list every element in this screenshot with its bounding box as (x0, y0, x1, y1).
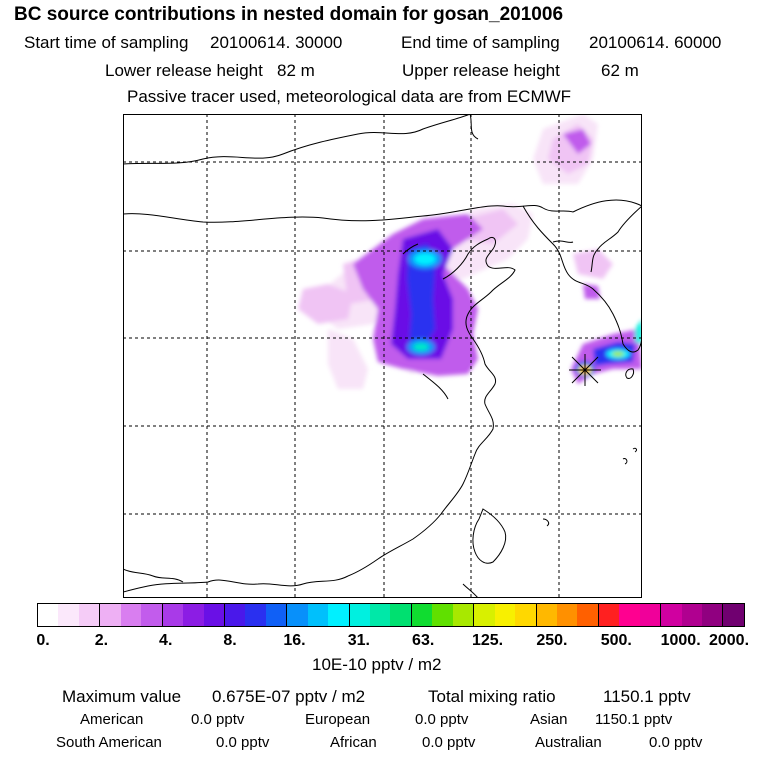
graticule (123, 114, 642, 598)
colorbar-cell (722, 604, 744, 626)
colorbar-tick-label: 250. (536, 632, 568, 649)
south-american-label: South American (56, 734, 162, 751)
colorbar-tick-label: 31. (347, 632, 370, 649)
colorbar-unit: 10E-10 pptv / m2 (312, 655, 442, 674)
colorbar-tick-label: 0. (36, 632, 50, 649)
max-value-label: Maximum value (62, 687, 182, 706)
colorbar-cell (702, 604, 723, 626)
african-value: 0.0 pptv (422, 734, 476, 751)
colorbar-cell (58, 604, 79, 626)
european-value: 0.0 pptv (415, 711, 469, 728)
colorbar-tick-label: 2000. (708, 632, 750, 649)
colorbar-tick-label: 16. (283, 632, 306, 649)
colorbar-cell (619, 604, 640, 626)
colorbar-cell (681, 604, 702, 626)
colorbar-tick-label: 4. (159, 632, 173, 649)
concentration-field (298, 114, 642, 389)
colorbar-cell (307, 604, 329, 626)
colorbar-tick-label: 1000. (660, 632, 701, 649)
page-title: BC source contributions in nested domain… (14, 4, 564, 25)
total-mixing-label: Total mixing ratio (428, 687, 556, 706)
colorbar-cell (203, 604, 224, 626)
colorbar-cell (245, 604, 266, 626)
colorbar-tick-label: 125. (471, 632, 504, 649)
total-mixing-value: 1150.1 pptv (603, 687, 691, 706)
colorbar-tick-label: 2. (94, 632, 109, 649)
colorbar-cell (265, 604, 287, 626)
start-time-label: Start time of sampling (24, 33, 189, 52)
american-value: 0.0 pptv (191, 711, 245, 728)
colorbar-tick-label: 8. (223, 632, 237, 649)
colorbar-tick-label: 500. (600, 632, 632, 649)
european-label: European (305, 711, 371, 728)
source-contribution-map (123, 114, 642, 598)
colorbar (37, 603, 745, 627)
australian-value: 0.0 pptv (649, 734, 703, 751)
colorbar-cell (348, 604, 370, 626)
tracer-note: Passive tracer used, meteorological data… (127, 87, 572, 106)
colorbar-cell (639, 604, 661, 626)
south-american-value: 0.0 pptv (216, 734, 270, 751)
colorbar-cell (38, 604, 59, 626)
colorbar-cell (473, 604, 495, 626)
map-frame (123, 114, 642, 598)
colorbar-cell (410, 604, 433, 626)
release-site-marker (569, 354, 601, 386)
colorbar-tick-label: 63. (412, 632, 435, 649)
colorbar-cell (432, 604, 453, 626)
african-label: African (330, 734, 377, 751)
asian-value: 1150.1 pptv (595, 711, 673, 728)
australian-label: Australian (535, 734, 602, 751)
colorbar-cell (161, 604, 184, 626)
colorbar-cell (577, 604, 598, 626)
end-time-value: 20100614. 60000 (589, 33, 722, 52)
colorbar-cell (370, 604, 391, 626)
colorbar-cell (535, 604, 557, 626)
contour-level-cyan (407, 249, 442, 355)
colorbar-cell (328, 604, 349, 626)
colorbar-cell (515, 604, 536, 626)
colorbar-cell (556, 604, 578, 626)
colorbar-cell (597, 604, 620, 626)
colorbar-cell (141, 604, 162, 626)
contour-level-blue (407, 244, 435, 349)
colorbar-cell (452, 604, 474, 626)
colorbar-cell (390, 604, 411, 626)
colorbar-cell (286, 604, 308, 626)
max-value: 0.675E-07 pptv / m2 (212, 687, 366, 706)
lower-release-label: Lower release height (105, 61, 263, 80)
start-time-value: 20100614. 30000 (210, 33, 343, 52)
end-time-label: End time of sampling (401, 33, 560, 52)
upper-release-label: Upper release height (402, 61, 560, 80)
colorbar-cell (494, 604, 516, 626)
american-label: American (80, 711, 144, 728)
colorbar-cell (660, 604, 682, 626)
colorbar-cell (223, 604, 246, 626)
colorbar-cell (99, 604, 121, 626)
colorbar-cell (120, 604, 142, 626)
colorbar-cell (78, 604, 100, 626)
asian-label: Asian (530, 711, 568, 728)
lower-release-value: 82 m (277, 61, 315, 80)
colorbar-cell (183, 604, 204, 626)
upper-release-value: 62 m (601, 61, 639, 80)
